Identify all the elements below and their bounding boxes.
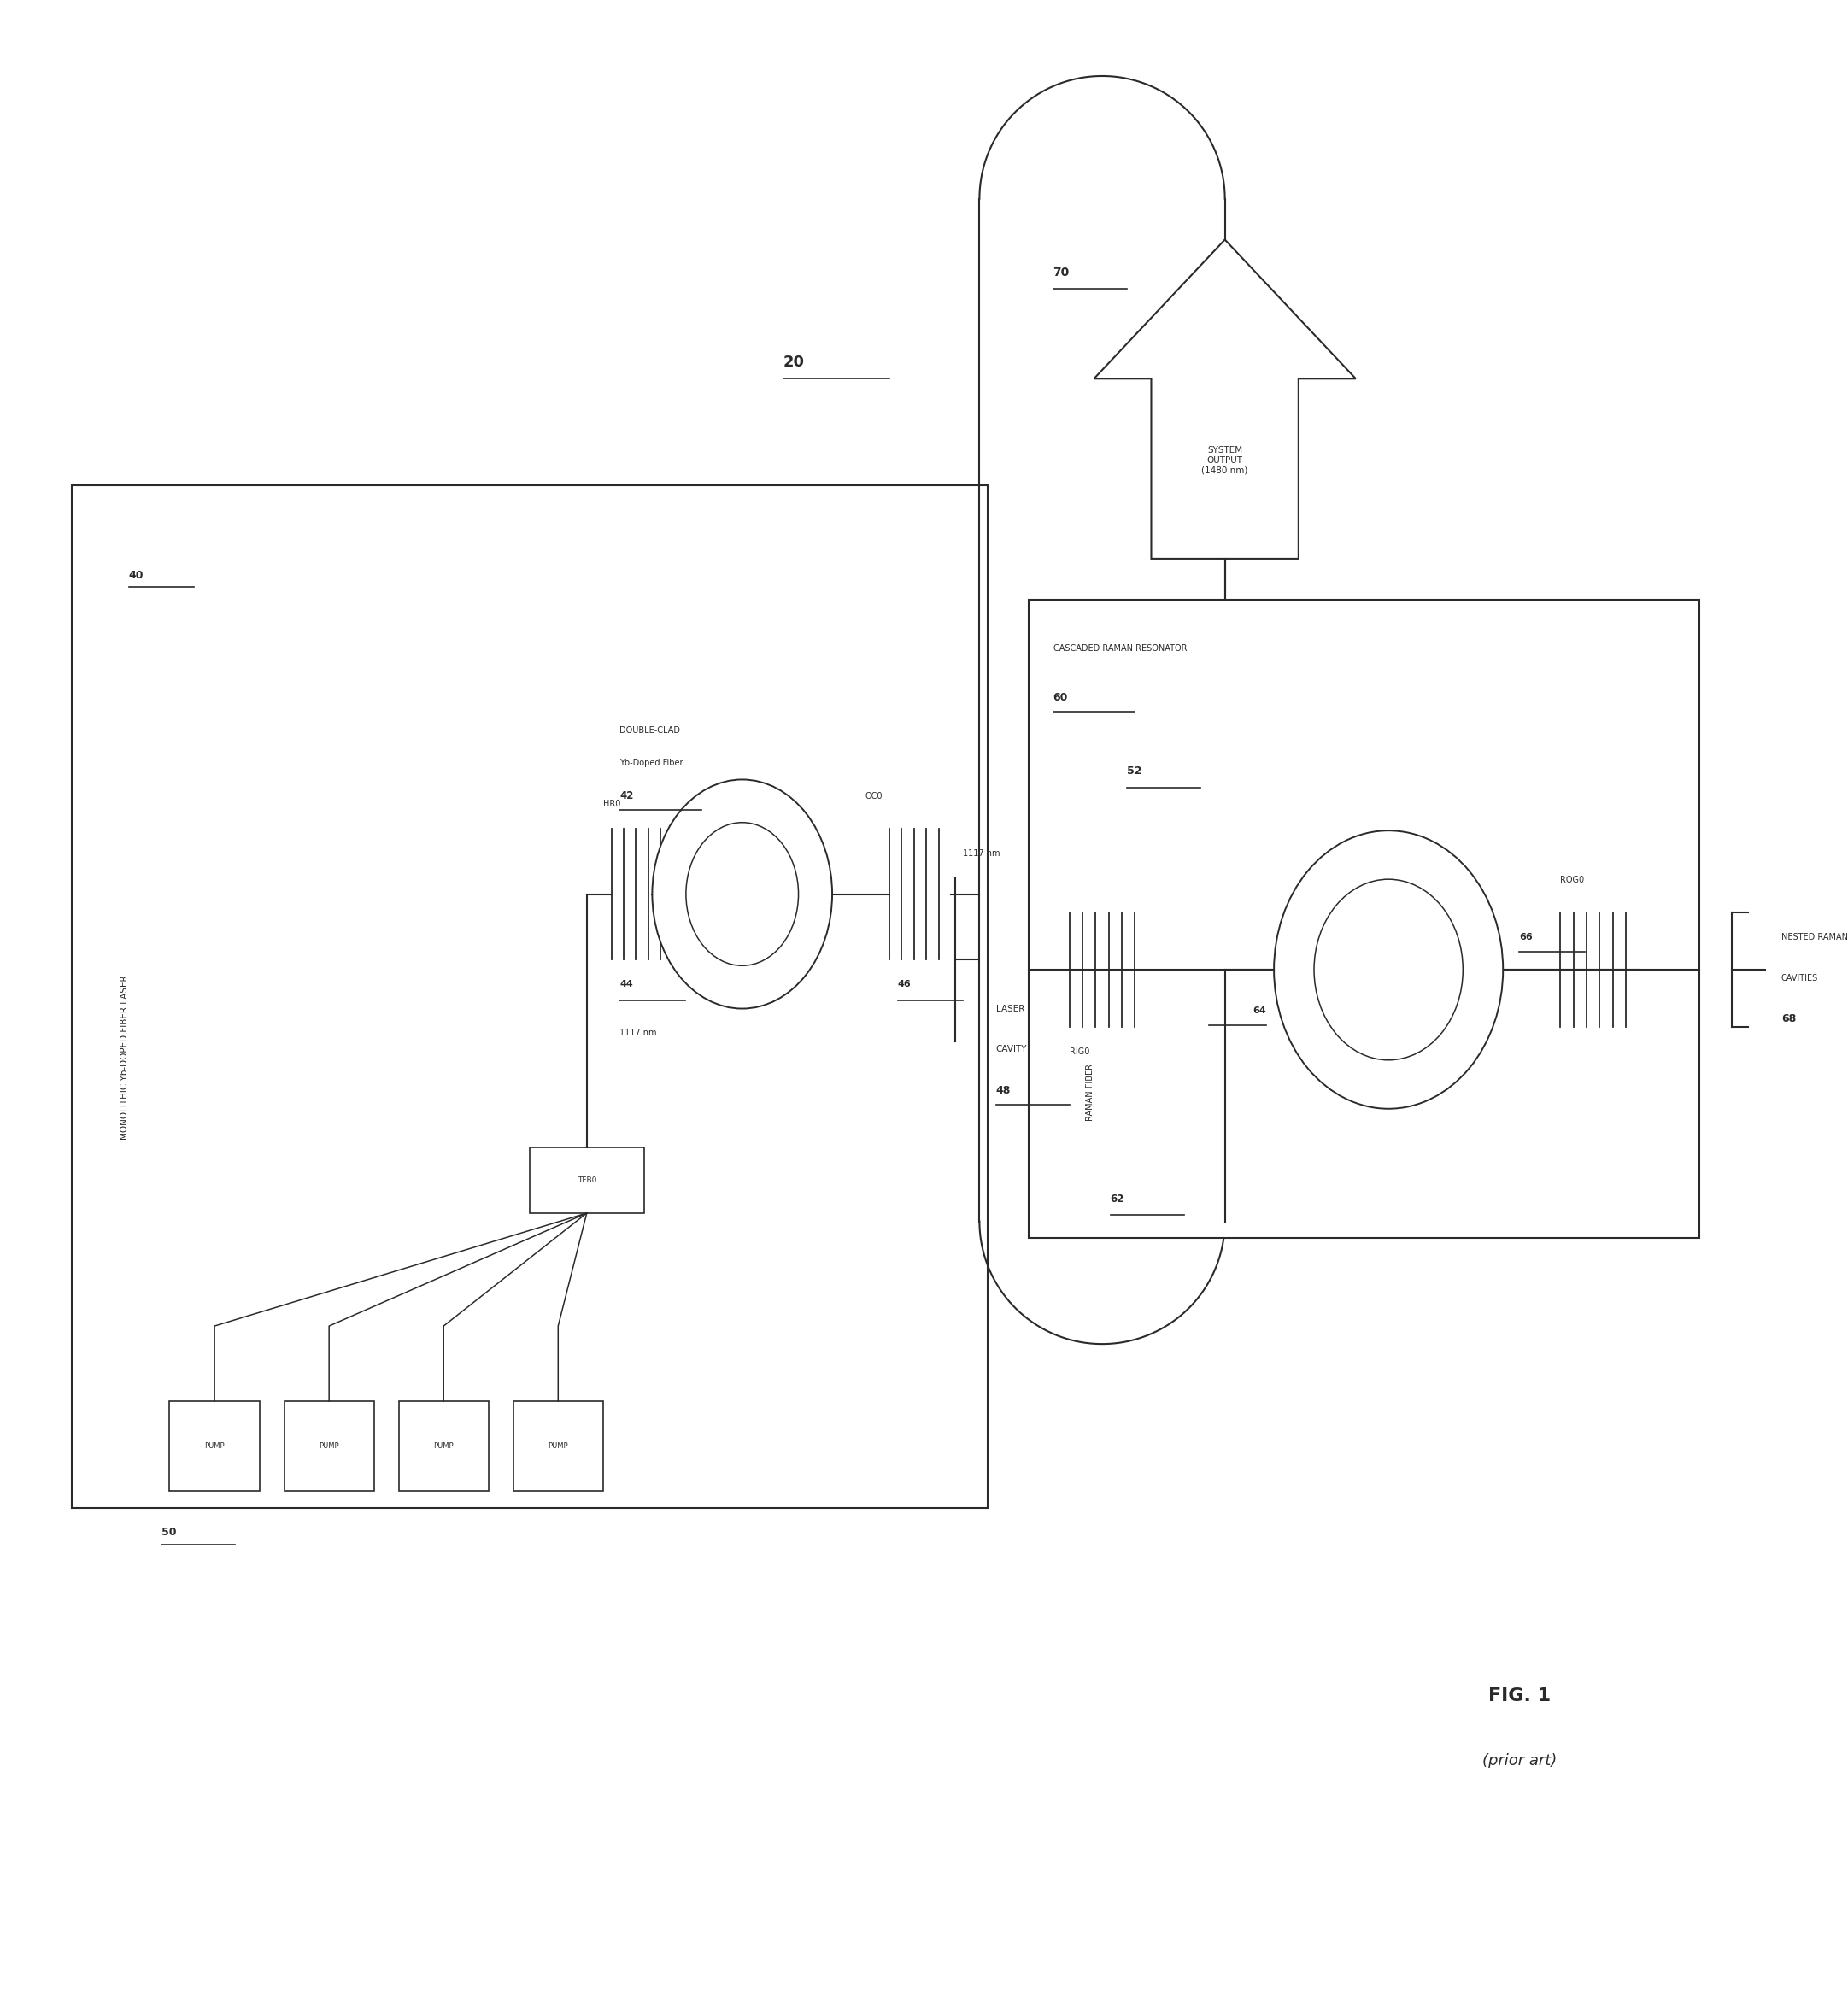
Text: 1117 nm: 1117 nm [963, 848, 1000, 858]
Text: MONOLITHIC Yb-DOPED FIBER LASER: MONOLITHIC Yb-DOPED FIBER LASER [120, 976, 129, 1140]
Text: 64: 64 [1253, 1006, 1266, 1014]
Bar [530, 1148, 645, 1214]
Text: 20: 20 [784, 354, 804, 370]
Text: RIG0: RIG0 [1070, 1048, 1090, 1056]
Text: 40: 40 [129, 570, 144, 580]
Text: PUMP: PUMP [549, 1442, 567, 1450]
Polygon shape [1094, 240, 1356, 558]
Text: 1117 nm: 1117 nm [619, 1028, 656, 1038]
Text: 70: 70 [1053, 266, 1070, 278]
Text: 46: 46 [898, 980, 911, 988]
Text: CAVITIES: CAVITIES [1781, 974, 1818, 982]
Text: CASCADED RAMAN RESONATOR: CASCADED RAMAN RESONATOR [1053, 644, 1186, 652]
Text: 42: 42 [619, 790, 634, 802]
Text: (prior art): (prior art) [1482, 1754, 1556, 1768]
Text: OC0: OC0 [865, 792, 883, 800]
Text: NESTED RAMAN: NESTED RAMAN [1781, 932, 1848, 942]
Ellipse shape [1314, 880, 1464, 1060]
Text: SYSTEM
OUTPUT
(1480 nm): SYSTEM OUTPUT (1480 nm) [1201, 446, 1247, 474]
Bar [399, 1402, 488, 1492]
Text: 62: 62 [1111, 1194, 1124, 1204]
Text: 60: 60 [1053, 692, 1068, 704]
Bar [170, 1402, 259, 1492]
Text: PUMP: PUMP [205, 1442, 225, 1450]
Bar [72, 486, 987, 1508]
Text: ROG0: ROG0 [1560, 876, 1584, 884]
Text: PUMP: PUMP [320, 1442, 340, 1450]
Text: 68: 68 [1781, 1014, 1796, 1024]
Text: TFB0: TFB0 [577, 1176, 597, 1184]
Bar [514, 1402, 602, 1492]
Text: 44: 44 [619, 980, 634, 988]
Text: HR0: HR0 [602, 800, 621, 808]
Text: CAVITY: CAVITY [996, 1046, 1027, 1054]
Text: PUMP: PUMP [434, 1442, 455, 1450]
Text: LASER: LASER [996, 1004, 1024, 1012]
Text: DOUBLE-CLAD: DOUBLE-CLAD [619, 726, 680, 734]
Bar [285, 1402, 373, 1492]
Text: FIG. 1: FIG. 1 [1488, 1688, 1550, 1704]
Bar [1029, 600, 1700, 1238]
Text: 50: 50 [161, 1526, 176, 1538]
Text: 66: 66 [1519, 932, 1532, 942]
Text: 48: 48 [996, 1084, 1011, 1096]
Text: Yb-Doped Fiber: Yb-Doped Fiber [619, 758, 684, 768]
Ellipse shape [1273, 830, 1502, 1108]
Text: RAMAN FIBER: RAMAN FIBER [1087, 1064, 1094, 1120]
Ellipse shape [652, 780, 832, 1008]
Text: 52: 52 [1127, 766, 1142, 776]
Ellipse shape [686, 822, 798, 966]
